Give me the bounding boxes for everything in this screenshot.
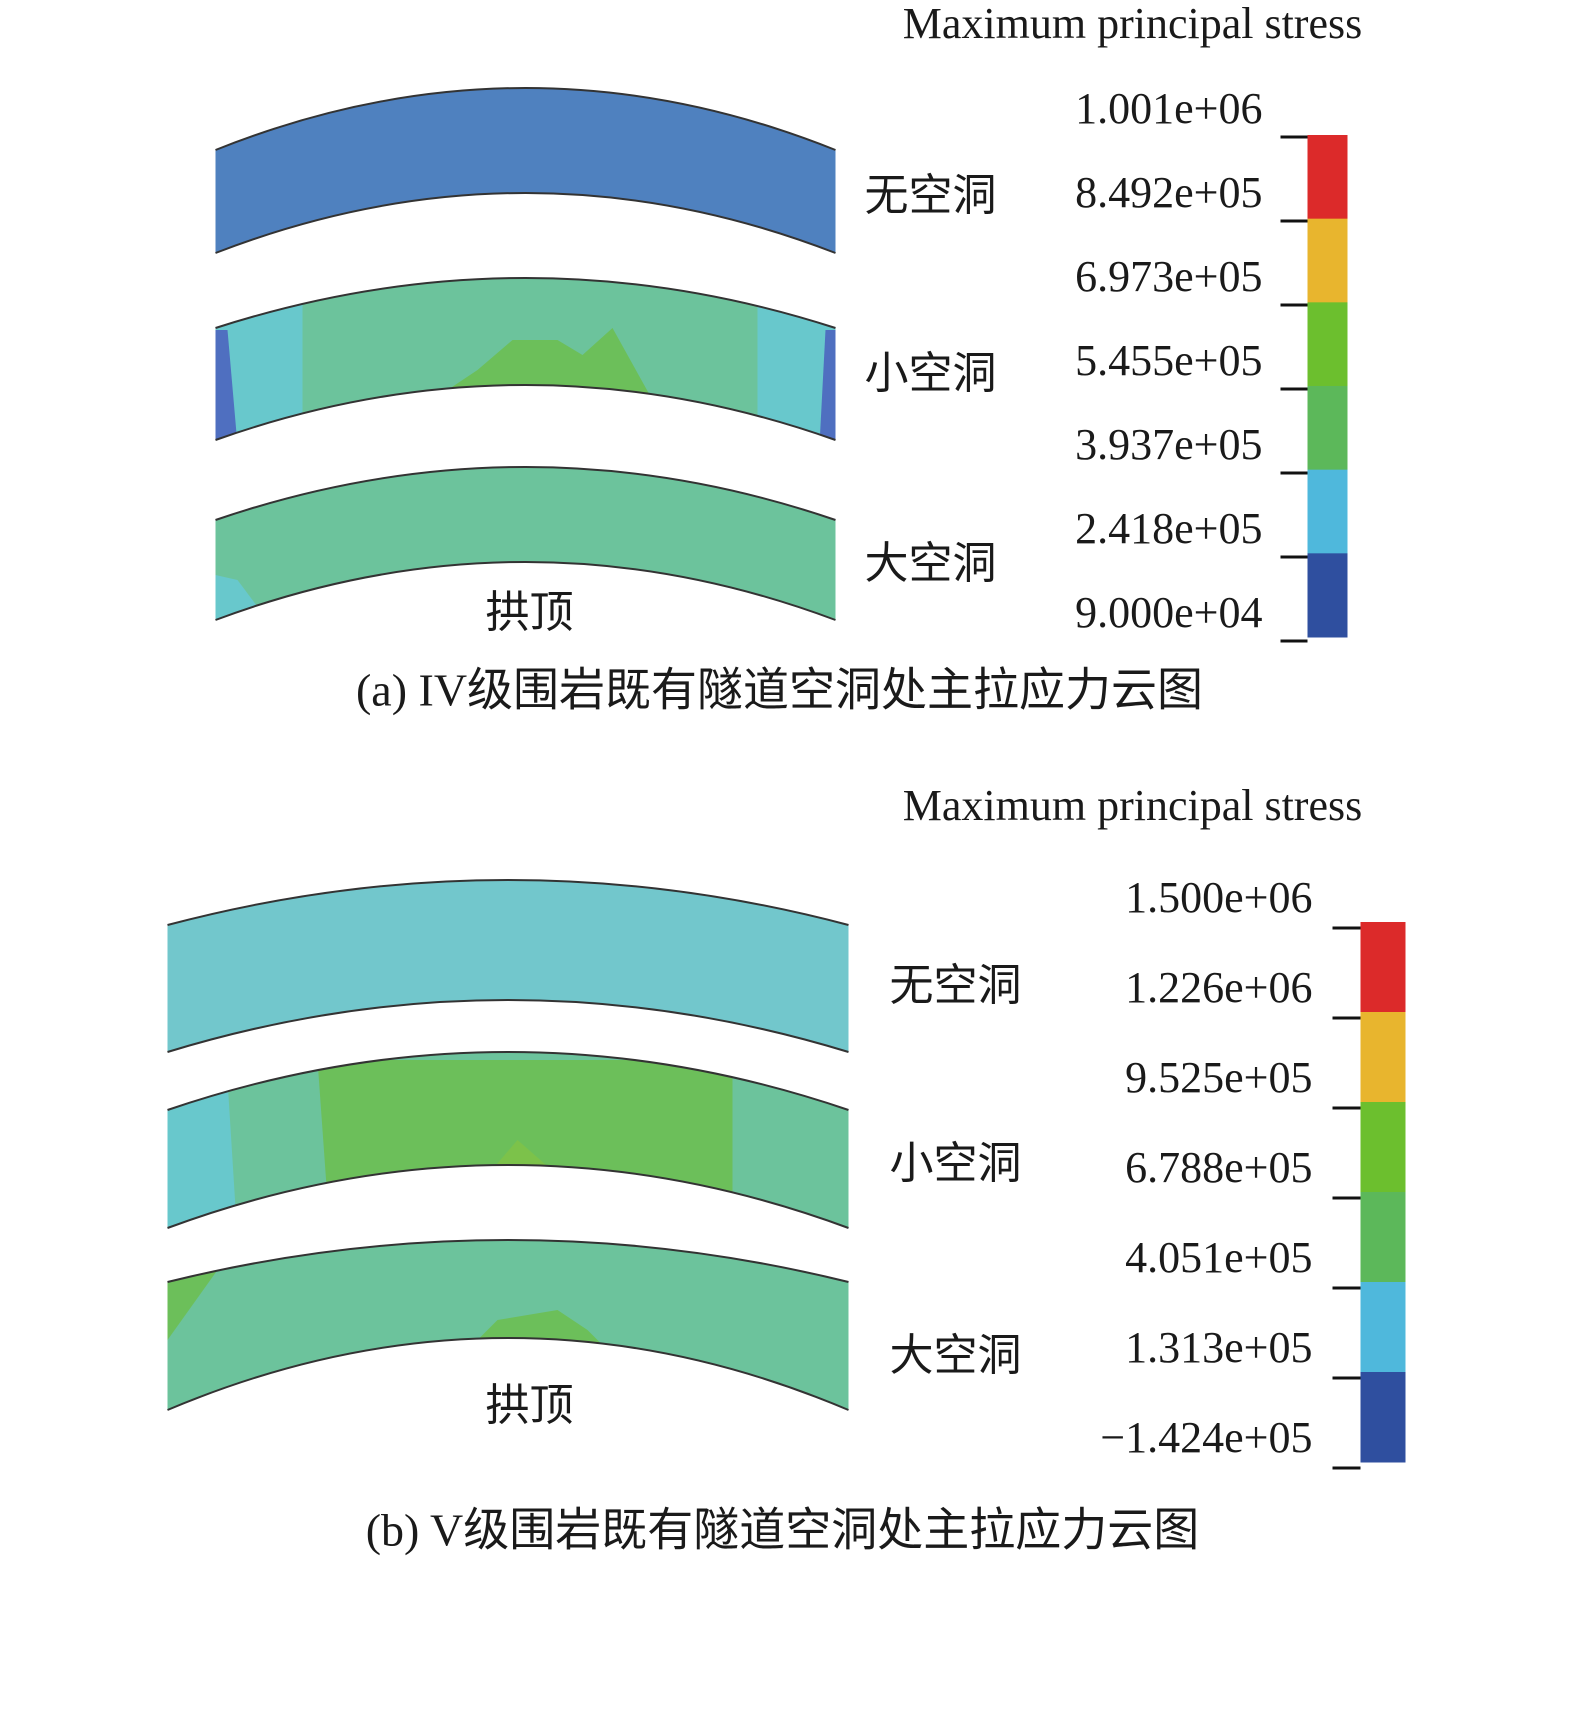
colorbar-segment (1307, 553, 1348, 638)
colorbar-segment (1360, 1102, 1406, 1193)
legend-label: 3.937e+05 (1075, 420, 1262, 469)
arch-edge-bottom (167, 999, 849, 1053)
colorbar-segment (1360, 1372, 1406, 1463)
legend-label: 6.973e+05 (1075, 252, 1262, 301)
arch-edge-top (215, 87, 836, 151)
stress-region (447, 328, 653, 400)
legend-label: 9.525e+05 (1125, 1053, 1312, 1102)
arch-edge-top (215, 277, 836, 329)
arch-body (167, 880, 849, 1052)
legend-label: 1.226e+06 (1125, 963, 1312, 1012)
colorbar-segment (1307, 218, 1348, 303)
arch-edge-bottom (215, 192, 836, 254)
arch-label: 小空洞 (890, 1139, 1022, 1188)
arch-edge-top (215, 466, 836, 521)
legend-label: 9.000e+04 (1075, 588, 1262, 637)
colorbar-segment (1307, 386, 1348, 471)
legend-title: Maximum principal stress (903, 0, 1363, 48)
arch (167, 880, 849, 1052)
colorbar-segment (1307, 302, 1348, 387)
arch-edge-top (167, 879, 849, 926)
arch-label: 无空洞 (865, 171, 997, 220)
legend-label: 1.001e+06 (1075, 84, 1262, 133)
legend-label: 8.492e+05 (1075, 168, 1262, 217)
stress-region (317, 1060, 733, 1200)
legend-label: −1.424e+05 (1100, 1413, 1312, 1462)
legend-title: Maximum principal stress (903, 781, 1363, 830)
arch-edge-bottom (167, 1337, 849, 1411)
crown-label: 拱顶 (486, 1381, 574, 1430)
legend-label: 1.500e+06 (1125, 873, 1312, 922)
arch-edge-top (167, 1051, 849, 1111)
arch-label: 小空洞 (865, 349, 997, 398)
arch-edge-bottom (167, 1164, 849, 1229)
stress-region (167, 1080, 238, 1228)
colorbar-segment (1360, 922, 1406, 1013)
legend-label: 1.313e+05 (1125, 1323, 1312, 1372)
legend-label: 2.418e+05 (1075, 504, 1262, 553)
colorbar-segment (1307, 469, 1348, 554)
arch (167, 1052, 849, 1228)
caption: (b) V级围岩既有隧道空洞处主拉应力云图 (366, 1505, 1200, 1556)
legend-label: 4.051e+05 (1125, 1233, 1312, 1282)
stress-region (167, 1270, 218, 1340)
stress-region (757, 300, 836, 440)
arch (215, 278, 836, 440)
arch-body (215, 88, 836, 253)
crown-label: 拱顶 (486, 588, 574, 637)
colorbar-segment (1360, 1282, 1406, 1373)
stress-region (819, 330, 836, 440)
arch (215, 88, 836, 253)
arch-label: 大空洞 (890, 1331, 1022, 1380)
caption: (a) IV级围岩既有隧道空洞处主拉应力云图 (356, 665, 1203, 716)
colorbar-segment (1360, 1192, 1406, 1283)
arch-body (215, 467, 836, 620)
arch-edge-top (167, 1239, 849, 1283)
colorbar-segment (1307, 135, 1348, 220)
legend-label: 5.455e+05 (1075, 336, 1262, 385)
arch-edge-bottom (215, 384, 836, 441)
stress-region (215, 330, 238, 440)
arch-edge-bottom (215, 561, 836, 621)
colorbar-segment (1360, 1012, 1406, 1103)
arch-label: 大空洞 (865, 539, 997, 588)
arch-label: 无空洞 (890, 961, 1022, 1010)
legend-label: 6.788e+05 (1125, 1143, 1312, 1192)
